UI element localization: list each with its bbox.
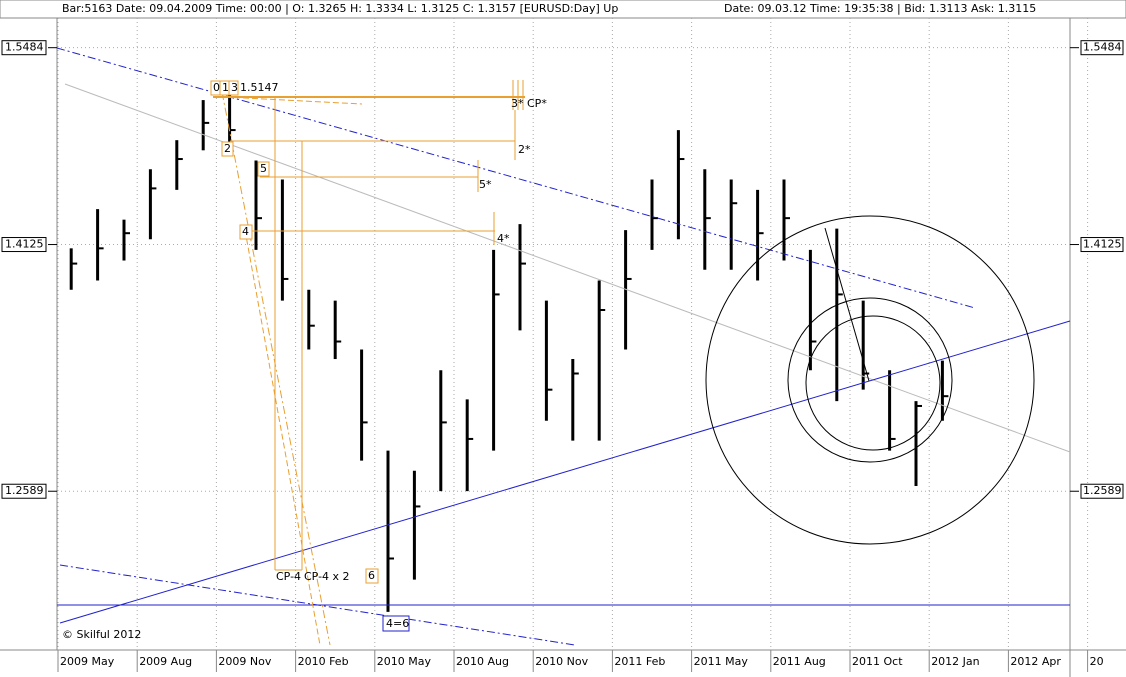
annotation: CP-4: [276, 570, 301, 583]
circle: [787, 297, 953, 463]
annotation: CP*: [527, 97, 547, 110]
grid: [57, 18, 1089, 650]
annotations: 0 1 3 1.5147 2 5 4 3* CP* 2* 5* 4* CP-4 …: [62, 80, 547, 641]
y-tick-box: [1080, 483, 1124, 499]
annotation: 3*: [511, 97, 524, 110]
trend-line: [59, 320, 1071, 624]
trend-line: [59, 564, 576, 646]
annotation: 4*: [497, 232, 510, 245]
circle: [805, 315, 941, 451]
label-box: [221, 141, 234, 157]
header-quote: Date: 09.03.12 Time: 19:35:38 | Bid: 1.3…: [724, 2, 1036, 15]
annotation: 3: [231, 81, 238, 94]
fan-line: [244, 229, 321, 646]
y-tick-label: 1.5484: [1083, 41, 1122, 54]
x-tick-label: 2010 Nov: [535, 655, 588, 668]
x-tick-label: 2009 Nov: [218, 655, 271, 668]
drawings: [56, 47, 1071, 646]
y-tick-label: 1.4125: [5, 238, 44, 251]
annotation: 4=6: [386, 617, 409, 630]
annotation: 6: [368, 569, 375, 582]
y-tick-label: 1.5484: [5, 41, 44, 54]
label-box: [365, 568, 379, 584]
y-tick-box: [1080, 40, 1124, 56]
label-box: [382, 615, 410, 632]
header-bar: [0, 0, 1126, 19]
annotation: CP-4 x 2: [304, 570, 350, 583]
x-tick-label: 2011 May: [694, 655, 749, 668]
fan-line: [221, 91, 331, 646]
annotation: 5: [260, 162, 267, 175]
label-box: [228, 80, 239, 96]
annotation: 0: [213, 81, 220, 94]
y-tick-label: 1.2589: [5, 484, 44, 497]
label-box: [257, 161, 270, 177]
trend-line: [56, 47, 976, 309]
annotation: 1: [222, 81, 229, 94]
annotation: 2: [224, 142, 231, 155]
annotation: 1.5147: [240, 81, 279, 94]
copyright: © Skilful 2012: [62, 628, 141, 641]
annotation: 5*: [479, 178, 492, 191]
y-tick-box: [1080, 237, 1124, 253]
y-tick-box: [1, 483, 47, 499]
x-tick-label: 2011 Feb: [614, 655, 665, 668]
x-tick-label: 2011 Aug: [773, 655, 826, 668]
circle: [705, 215, 1035, 545]
x-tick-label: 2010 Aug: [456, 655, 509, 668]
header-info: Bar:5163 Date: 09.04.2009 Time: 00:00 | …: [62, 2, 618, 15]
label-box: [239, 224, 253, 240]
x-tick-label: 2010 Feb: [298, 655, 349, 668]
x-tick-label: 20: [1090, 655, 1104, 668]
y-tick-label: 1.2589: [1083, 484, 1122, 497]
y-tick-box: [1, 237, 47, 253]
y-tick-box: [1, 40, 47, 56]
x-tick-label: 2011 Oct: [852, 655, 903, 668]
fan-line: [224, 96, 363, 105]
y-tick-label: 1.4125: [1083, 238, 1122, 251]
x-tick-label: 2009 May: [60, 655, 115, 668]
x-tick-label: 2012 Jan: [931, 655, 979, 668]
x-tick-label: 2010 May: [377, 655, 432, 668]
radius-line: [824, 227, 870, 382]
x-tick-label: 2012 Apr: [1010, 655, 1061, 668]
annotation: 4: [242, 225, 249, 238]
annotation: 2*: [518, 143, 531, 156]
x-tick-label: 2009 Aug: [139, 655, 192, 668]
